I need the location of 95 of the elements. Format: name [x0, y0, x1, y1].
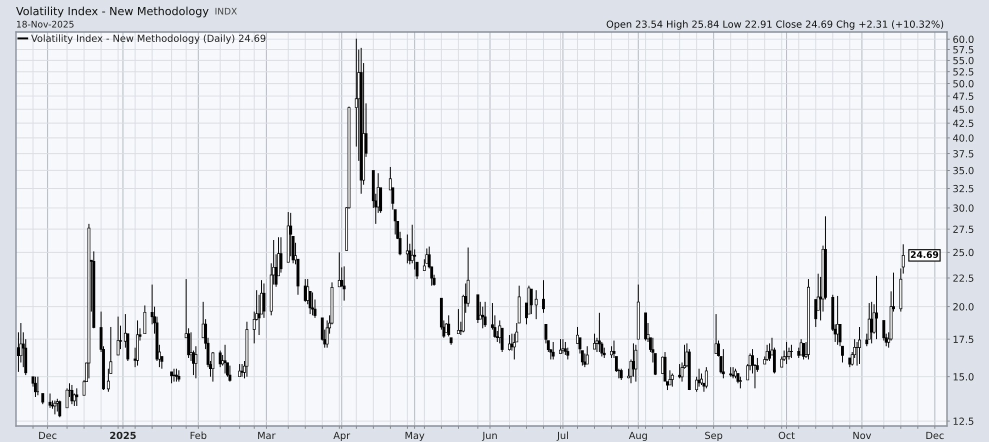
candlestick — [262, 282, 266, 318]
candlestick — [238, 364, 242, 378]
y-tick-label: 30.0 — [953, 204, 974, 212]
candlestick — [41, 393, 44, 405]
candlestick — [700, 372, 703, 386]
x-tick-label: Oct — [778, 432, 795, 440]
x-tick-label: Dec — [39, 432, 56, 440]
x-tick-label: Jul — [556, 432, 568, 441]
candlestick — [326, 320, 329, 348]
candlestick — [304, 278, 307, 302]
candlestick — [143, 304, 146, 334]
candlestick — [342, 266, 346, 302]
candlestick — [593, 333, 596, 350]
candlestick — [534, 290, 538, 320]
candlestick — [564, 341, 567, 356]
annotation: 24.69 — [910, 251, 938, 258]
y-tick-label: 47.5 — [953, 92, 974, 100]
y-tick-label: 35.0 — [953, 166, 974, 174]
y-tick-label: 55.0 — [953, 56, 974, 64]
x-tick-label: Mar — [258, 432, 276, 440]
candlestick — [224, 344, 226, 374]
y-tick-label: 20.0 — [953, 303, 974, 310]
candlestick — [66, 388, 68, 408]
candlestick — [116, 316, 120, 356]
y-tick-label: 42.5 — [953, 120, 974, 127]
candlestick — [422, 258, 426, 272]
y-tick-label: 50.0 — [953, 80, 974, 88]
candlestick — [218, 350, 222, 368]
candlestick — [738, 376, 742, 389]
x-tick-label: Nov — [853, 432, 872, 440]
x-tick-label: Feb — [190, 432, 206, 440]
candlestick — [177, 370, 180, 382]
y-tick-label: 17.5 — [954, 336, 974, 343]
candlestick — [53, 400, 56, 415]
text: Open 23.54 High 25.84 Low 22.91 Close 24.69 Chg +2.31 (+10.32%) — [606, 20, 944, 30]
candlestick — [194, 346, 198, 379]
x-tick-label: Aug — [628, 432, 647, 441]
candlestick — [174, 368, 178, 382]
candlestick — [508, 334, 511, 352]
y-tick-label: 12.5 — [954, 418, 974, 425]
y-tick-label: 45.0 — [953, 106, 974, 114]
x-tick-label: Apr — [333, 432, 350, 441]
candlestick — [240, 364, 244, 378]
candlestick — [170, 371, 174, 384]
candlestick — [48, 393, 52, 408]
candlestick — [734, 368, 737, 379]
candlestick — [542, 280, 545, 314]
candlestick — [280, 236, 282, 274]
chart-title: Volatility Index - New Methodology — [16, 6, 209, 18]
candlestick — [678, 364, 682, 379]
y-tick-label: 52.5 — [953, 68, 974, 76]
candlestick — [559, 338, 562, 354]
candlestick — [34, 376, 37, 398]
legend-label: Volatility Index - New Methodology (Daily) 24.69 — [31, 34, 266, 44]
y-tick-label: 60.0 — [953, 36, 974, 44]
candlestick — [512, 333, 516, 360]
candlestick — [634, 344, 638, 382]
candlestick — [530, 288, 533, 315]
candlestick — [802, 342, 806, 360]
candlestick — [670, 372, 674, 388]
x-tick-label: Sep — [705, 432, 722, 441]
y-tick-label: 57.5 — [953, 46, 974, 54]
candlestick — [790, 344, 793, 358]
candlestick — [258, 294, 261, 336]
chart-subtitle: 18-Nov-2025 — [16, 20, 74, 28]
candlestick — [211, 352, 214, 382]
candlestick — [228, 365, 232, 382]
candlestick — [311, 292, 314, 316]
y-tick-label: 22.5 — [953, 274, 974, 282]
candlestick — [875, 275, 878, 340]
candlestick — [484, 301, 487, 328]
candlestick — [722, 348, 725, 379]
candlestick — [841, 346, 844, 363]
y-tick-label: 25.0 — [953, 248, 974, 256]
y-tick-label: 37.5 — [953, 150, 974, 158]
y-tick-label: 32.5 — [953, 184, 974, 192]
candlestick — [70, 384, 74, 405]
candlestick — [858, 326, 861, 365]
y-tick-label: 40.0 — [953, 134, 974, 142]
y-tick-label: 27.5 — [953, 226, 974, 233]
candlestick — [598, 312, 601, 353]
x-tick-label: Dec — [926, 432, 944, 440]
x-tick-label: 2025 — [110, 432, 136, 440]
candlestick — [456, 308, 460, 334]
x-tick-label: Jun — [482, 432, 497, 441]
y-tick-label: 15.0 — [954, 373, 974, 381]
candlestick — [870, 301, 874, 344]
candlestick — [664, 352, 666, 382]
candlestick — [732, 366, 735, 379]
candlestick — [729, 366, 732, 378]
x-tick-label: May — [406, 432, 424, 441]
candlestick — [668, 370, 672, 386]
candlestick — [766, 344, 769, 362]
text: INDX — [216, 8, 237, 14]
candlestick — [704, 366, 708, 389]
